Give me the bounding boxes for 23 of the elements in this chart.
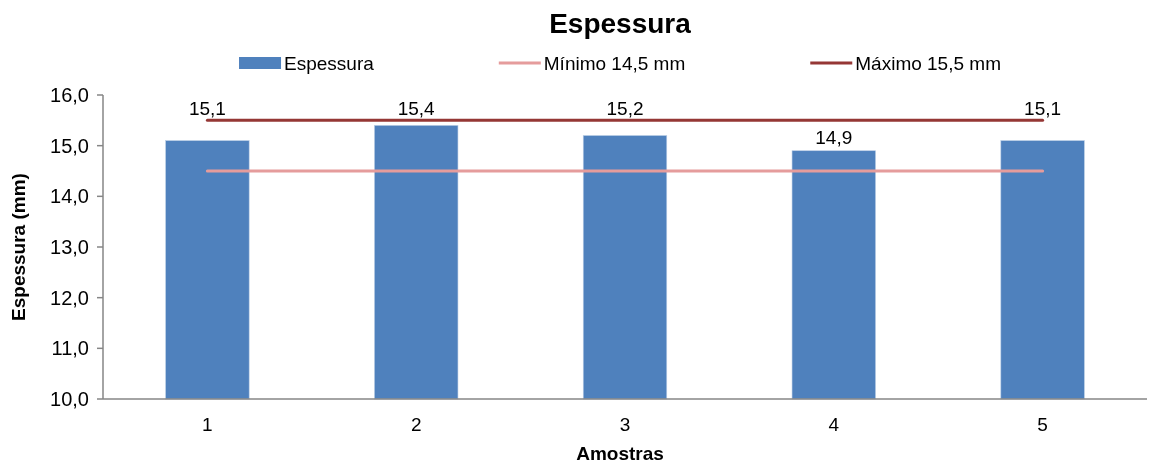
y-tick-label: 13,0 [50, 236, 89, 258]
chart-title: Espessura [549, 8, 692, 39]
y-tick-label: 14,0 [50, 185, 89, 208]
x-tick-label: 4 [828, 413, 840, 435]
y-tick-label: 15,0 [50, 134, 89, 157]
x-tick-label: 5 [1037, 413, 1048, 435]
data-label: 15,4 [397, 98, 436, 120]
data-label: 14,9 [815, 126, 853, 148]
data-label: 15,2 [606, 98, 644, 120]
y-tick-label: 10,0 [50, 388, 89, 410]
y-tick-label: 16,0 [50, 84, 89, 106]
legend-label: Espessura [284, 53, 375, 74]
y-tick-label: 11,0 [51, 337, 89, 360]
data-label: 15,1 [188, 98, 226, 120]
y-tick-label: 12,0 [50, 286, 89, 309]
data-label: 15,1 [1024, 98, 1062, 120]
legend-label: Máximo 15,5 mm [855, 53, 1001, 74]
x-tick-label: 3 [619, 413, 631, 435]
x-axis-title: Amostras [576, 442, 664, 463]
y-axis-title: Espessura (mm) [7, 173, 29, 321]
x-tick-label: 2 [410, 413, 422, 435]
x-tick-label: 1 [202, 413, 213, 435]
legend-label: Mínimo 14,5 mm [543, 53, 686, 74]
